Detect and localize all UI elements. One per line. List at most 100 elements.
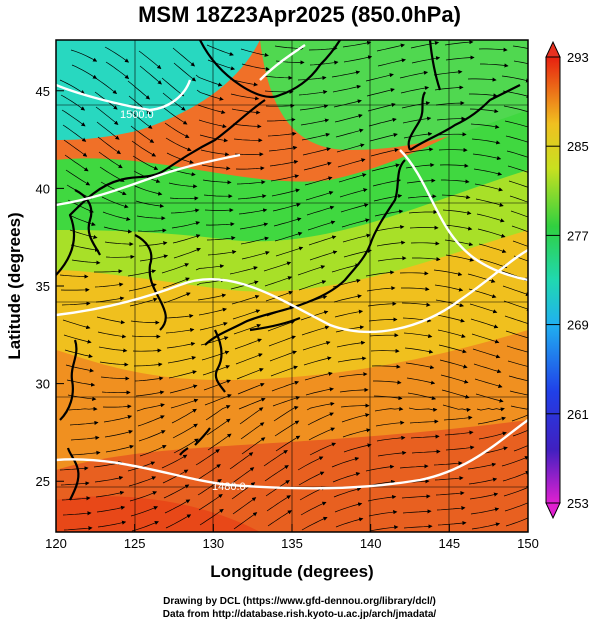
streamline-arrow: [233, 138, 263, 143]
streamline-arrow: [368, 317, 398, 322]
streamline-arrow: [97, 331, 127, 339]
streamline-arrow: [409, 225, 439, 230]
streamline-arrow: [68, 406, 98, 411]
streamline-arrow: [433, 269, 463, 277]
streamline-arrow: [367, 301, 397, 307]
streamline-arrow: [139, 445, 167, 457]
streamline-arrow: [128, 95, 152, 115]
streamline-arrow: [240, 48, 269, 57]
streamline-arrow: [166, 341, 196, 349]
streamline-arrow: [161, 77, 185, 97]
x-tick-label: 145: [438, 536, 460, 551]
streamline-arrow: [468, 477, 498, 485]
streamline-arrow: [70, 244, 100, 252]
streamline-arrow: [238, 208, 268, 215]
streamline-arrow: [471, 138, 501, 145]
streamline-arrow: [331, 70, 361, 78]
streamline-arrow: [136, 215, 166, 221]
streamline-arrow: [206, 44, 234, 56]
streamline-arrow: [308, 427, 336, 441]
streamline-arrow: [373, 380, 402, 385]
streamline-arrow: [307, 412, 334, 426]
streamline-arrow: [263, 450, 288, 467]
streamline-arrow: [105, 254, 135, 259]
streamline-arrow: [338, 173, 367, 183]
colorbar-label: 253: [567, 496, 589, 511]
streamline-arrow: [437, 329, 466, 338]
streamline-arrow: [406, 377, 436, 385]
streamline-arrow: [337, 356, 367, 363]
streamline-arrow: [401, 101, 431, 109]
streamline-arrow: [501, 75, 528, 83]
streamline-arrow: [510, 210, 528, 218]
streamline-arrow: [70, 49, 98, 62]
x-tick-label: 140: [360, 536, 382, 551]
streamline-arrow: [404, 147, 434, 154]
streamline-arrow: [274, 420, 300, 437]
streamline-arrow: [435, 100, 465, 106]
streamline-arrow: [304, 176, 333, 186]
streamline-arrow: [138, 430, 166, 442]
streamline-arrow: [438, 147, 468, 153]
streamline-arrow: [97, 520, 127, 528]
streamline-arrow: [163, 292, 191, 304]
streamline-arrow: [297, 456, 324, 471]
streamline-arrow: [469, 303, 498, 314]
streamline-arrow: [100, 181, 127, 196]
streamline-arrow: [61, 301, 91, 306]
streamline-arrow: [297, 265, 326, 276]
streamline-arrow: [471, 333, 500, 344]
streamline-arrow: [402, 116, 432, 124]
streamline-arrow: [401, 302, 431, 307]
streamline-arrow: [436, 116, 466, 121]
streamline-arrow: [267, 320, 295, 332]
streamline-arrow: [64, 349, 93, 359]
streamline-arrow: [132, 348, 162, 353]
streamline-arrow: [444, 430, 474, 436]
streamline-arrow: [59, 79, 85, 95]
streamline-arrow: [340, 203, 369, 213]
streamline-arrow: [195, 264, 225, 271]
streamline-arrow: [172, 47, 196, 67]
streamline-arrow: [167, 356, 197, 364]
streamline-arrow: [301, 132, 331, 141]
streamline-arrow: [478, 431, 507, 440]
streamline-arrow: [94, 475, 124, 483]
x-tick-label: 120: [45, 536, 67, 551]
streamline-arrow: [399, 464, 429, 469]
streamline-arrow: [71, 64, 98, 79]
streamline-arrow: [97, 136, 121, 155]
streamline-arrow: [407, 392, 437, 401]
streamline-arrow: [235, 353, 263, 365]
streamline-arrow: [377, 450, 407, 457]
streamline-arrow: [230, 93, 260, 101]
streamline-arrow: [399, 70, 429, 79]
streamline-arrow: [300, 118, 330, 126]
streamline-arrow: [169, 384, 198, 394]
streamline-arrow: [512, 240, 528, 247]
streamline-arrow: [164, 122, 190, 138]
streamline-arrow: [405, 162, 435, 169]
streamline-arrow: [410, 241, 440, 246]
streamline-arrow: [504, 315, 528, 326]
streamline-arrow: [441, 389, 470, 399]
streamline-arrow: [197, 478, 222, 496]
colorbar-top-triangle: [545, 40, 561, 58]
streamline-arrow: [98, 346, 128, 353]
streamline-arrow: [70, 435, 100, 441]
streamline-arrow: [95, 106, 119, 125]
streamline-arrow: [240, 422, 265, 440]
streamline-arrow: [412, 257, 441, 262]
streamline-arrow: [511, 414, 528, 422]
streamline-arrow: [172, 234, 201, 244]
streamline-arrow: [342, 40, 372, 48]
streamline-arrow: [273, 405, 299, 422]
streamline-arrow: [377, 256, 407, 262]
streamline-arrow: [240, 236, 269, 245]
streamline-arrow: [467, 273, 496, 283]
streamline-arrow: [335, 128, 364, 138]
streamline-arrow: [305, 190, 334, 201]
streamline-arrow: [445, 55, 475, 61]
streamline-arrow: [436, 314, 465, 323]
streamline-arrow: [439, 359, 468, 369]
